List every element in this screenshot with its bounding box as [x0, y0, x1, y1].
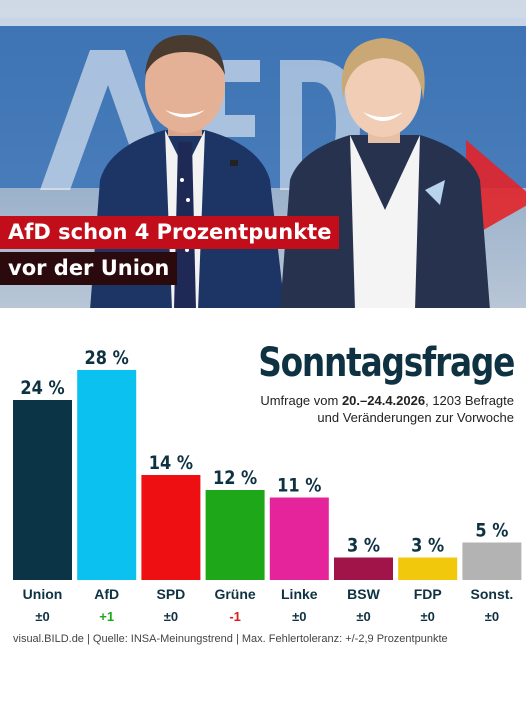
value-label-3: 12 % [213, 468, 258, 490]
subtitle-prefix: Umfrage vom [260, 393, 342, 408]
value-label-0: 24 % [20, 378, 65, 400]
bar-chart: 24 % Union ±0 28 % AfD +1 14 % SPD ±0 12 % Grüne -1… [13, 348, 522, 624]
change-label-7: ±0 [485, 609, 499, 624]
change-label-4: ±0 [292, 609, 306, 624]
background-strip [0, 0, 526, 26]
value-label-5: 3 % [347, 535, 380, 557]
bar-3 [205, 490, 265, 580]
bar-5 [334, 557, 393, 580]
change-label-0: ±0 [35, 609, 49, 624]
category-label-5: BSW [347, 586, 380, 602]
category-label-3: Grüne [214, 586, 255, 602]
headline: AfD schon 4 Prozentpunkte vor der Union [0, 216, 360, 288]
bar-1 [77, 370, 137, 580]
subtitle-dates: 20.–24.4.2026 [341, 393, 426, 408]
header-photo: AfD schon 4 Prozentpunkte vor der Union [0, 0, 526, 308]
value-label-7: 5 % [475, 520, 508, 542]
bar-6 [398, 557, 458, 580]
category-label-7: Sonst. [471, 586, 514, 602]
category-label-0: Union [23, 586, 63, 602]
category-label-2: SPD [157, 586, 186, 602]
headline-line-2: vor der Union [0, 252, 178, 285]
category-label-4: Linke [281, 586, 318, 602]
bar-7 [462, 542, 522, 580]
source-note: visual.BILD.de | Quelle: INSA-Meinungstr… [13, 633, 448, 645]
change-label-3: -1 [229, 609, 241, 624]
change-label-1: +1 [99, 609, 114, 624]
subtitle-line-2: und Veränderungen zur Vorwoche [317, 410, 514, 425]
bar-0 [13, 400, 72, 580]
value-label-6: 3 % [411, 535, 444, 557]
category-label-6: FDP [414, 586, 442, 602]
chart-title: Sonntagsfrage [258, 340, 515, 386]
value-label-1: 28 % [85, 348, 130, 370]
headline-line-1: AfD schon 4 Prozentpunkte [0, 216, 340, 249]
change-label-5: ±0 [356, 609, 370, 624]
bar-4 [269, 497, 329, 580]
chart-subtitle: Umfrage vom 20.–24.4.2026, 1203 Befragte… [234, 392, 514, 426]
bar-2 [141, 475, 201, 580]
subtitle-suffix: , 1203 Befragte [425, 393, 514, 408]
value-label-4: 11 % [277, 475, 322, 497]
value-label-2: 14 % [149, 453, 194, 475]
person-right [280, 38, 490, 308]
change-label-2: ±0 [164, 609, 178, 624]
category-label-1: AfD [94, 586, 119, 602]
change-label-6: ±0 [421, 609, 435, 624]
